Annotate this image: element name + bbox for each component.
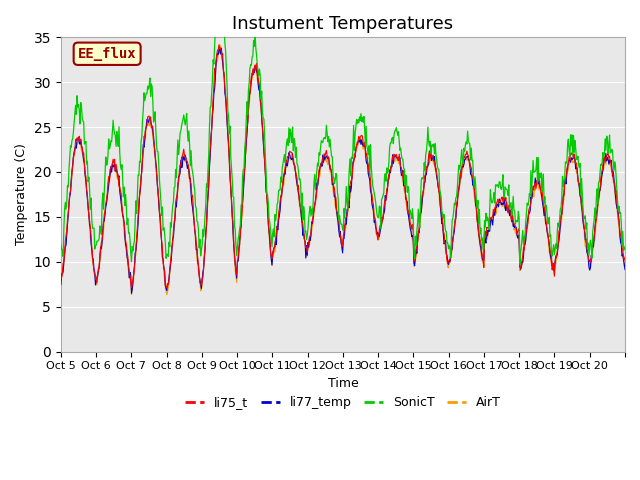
X-axis label: Time: Time — [328, 377, 358, 390]
Legend: li75_t, li77_temp, SonicT, AirT: li75_t, li77_temp, SonicT, AirT — [180, 391, 506, 414]
Y-axis label: Temperature (C): Temperature (C) — [15, 144, 28, 245]
Title: Instument Temperatures: Instument Temperatures — [232, 15, 454, 33]
Text: EE_flux: EE_flux — [78, 47, 136, 61]
